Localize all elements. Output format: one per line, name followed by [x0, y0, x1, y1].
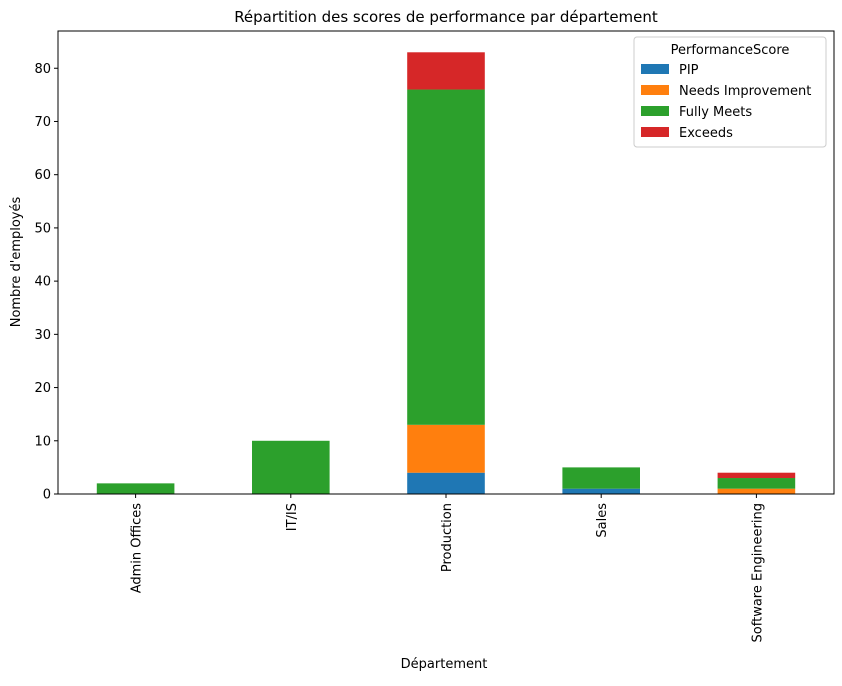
bar-segment-fully-meets-0 [96, 483, 175, 494]
bar-segment-fully-meets-1 [252, 440, 330, 494]
legend-label-fully-meets: Fully Meets [679, 105, 752, 120]
y-tick-label: 70 [34, 115, 51, 130]
x-tick-label: Admin Offices [130, 503, 145, 594]
bar-segment-pip-2 [407, 472, 485, 494]
y-tick-label: 40 [34, 275, 51, 290]
bar-segment-pip-3 [562, 488, 640, 494]
x-axis-label: Département [401, 657, 488, 672]
y-tick-label: 50 [34, 221, 51, 236]
bar-segment-fully-meets-2 [407, 89, 485, 425]
legend-entries: PIP Needs Improvement Fully Meets Exceeds [641, 63, 811, 141]
x-tick-label: IT/IS [285, 503, 300, 531]
bar-segment-needs-improvement-4 [717, 488, 796, 494]
bar-segment-needs-improvement-2 [407, 424, 485, 473]
x-tick-label: Sales [595, 503, 610, 538]
legend-swatch-fully-meets [641, 106, 669, 116]
y-axis-label: Nombre d'employés [9, 197, 24, 328]
plot-area [96, 52, 796, 494]
y-tick-label: 80 [34, 62, 51, 77]
bar-segment-exceeds-4 [717, 472, 796, 479]
legend-swatch-pip [641, 64, 669, 74]
x-tick-label: Production [440, 503, 455, 572]
x-axis: Admin Offices IT/IS Production Sales Softwar… [130, 494, 765, 642]
y-axis: 0 10 20 30 40 50 60 70 80 [34, 62, 58, 503]
bar-segment-fully-meets-4 [717, 478, 796, 489]
legend-swatch-needs-improvement [641, 85, 669, 95]
y-tick-label: 20 [34, 381, 51, 396]
legend-swatch-exceeds [641, 127, 669, 137]
y-tick-label: 60 [34, 168, 51, 183]
legend-label-pip: PIP [679, 63, 699, 78]
bar-segment-fully-meets-3 [562, 467, 640, 489]
y-tick-label: 10 [34, 434, 51, 449]
plot-frame [57, 30, 835, 495]
x-tick-label: Software Engineering [750, 503, 765, 642]
chart-title: Répartition des scores de performance pa… [234, 8, 658, 26]
legend: PerformanceScore PIP Needs Improvement Ful… [633, 36, 827, 148]
legend-label-exceeds: Exceeds [679, 126, 733, 141]
bar-segment-exceeds-2 [407, 52, 485, 90]
y-tick-label: 0 [43, 488, 51, 503]
y-tick-label: 30 [34, 328, 51, 343]
legend-title: PerformanceScore [671, 43, 790, 58]
legend-label-needs-improvement: Needs Improvement [679, 84, 811, 99]
legend-box [633, 36, 827, 148]
